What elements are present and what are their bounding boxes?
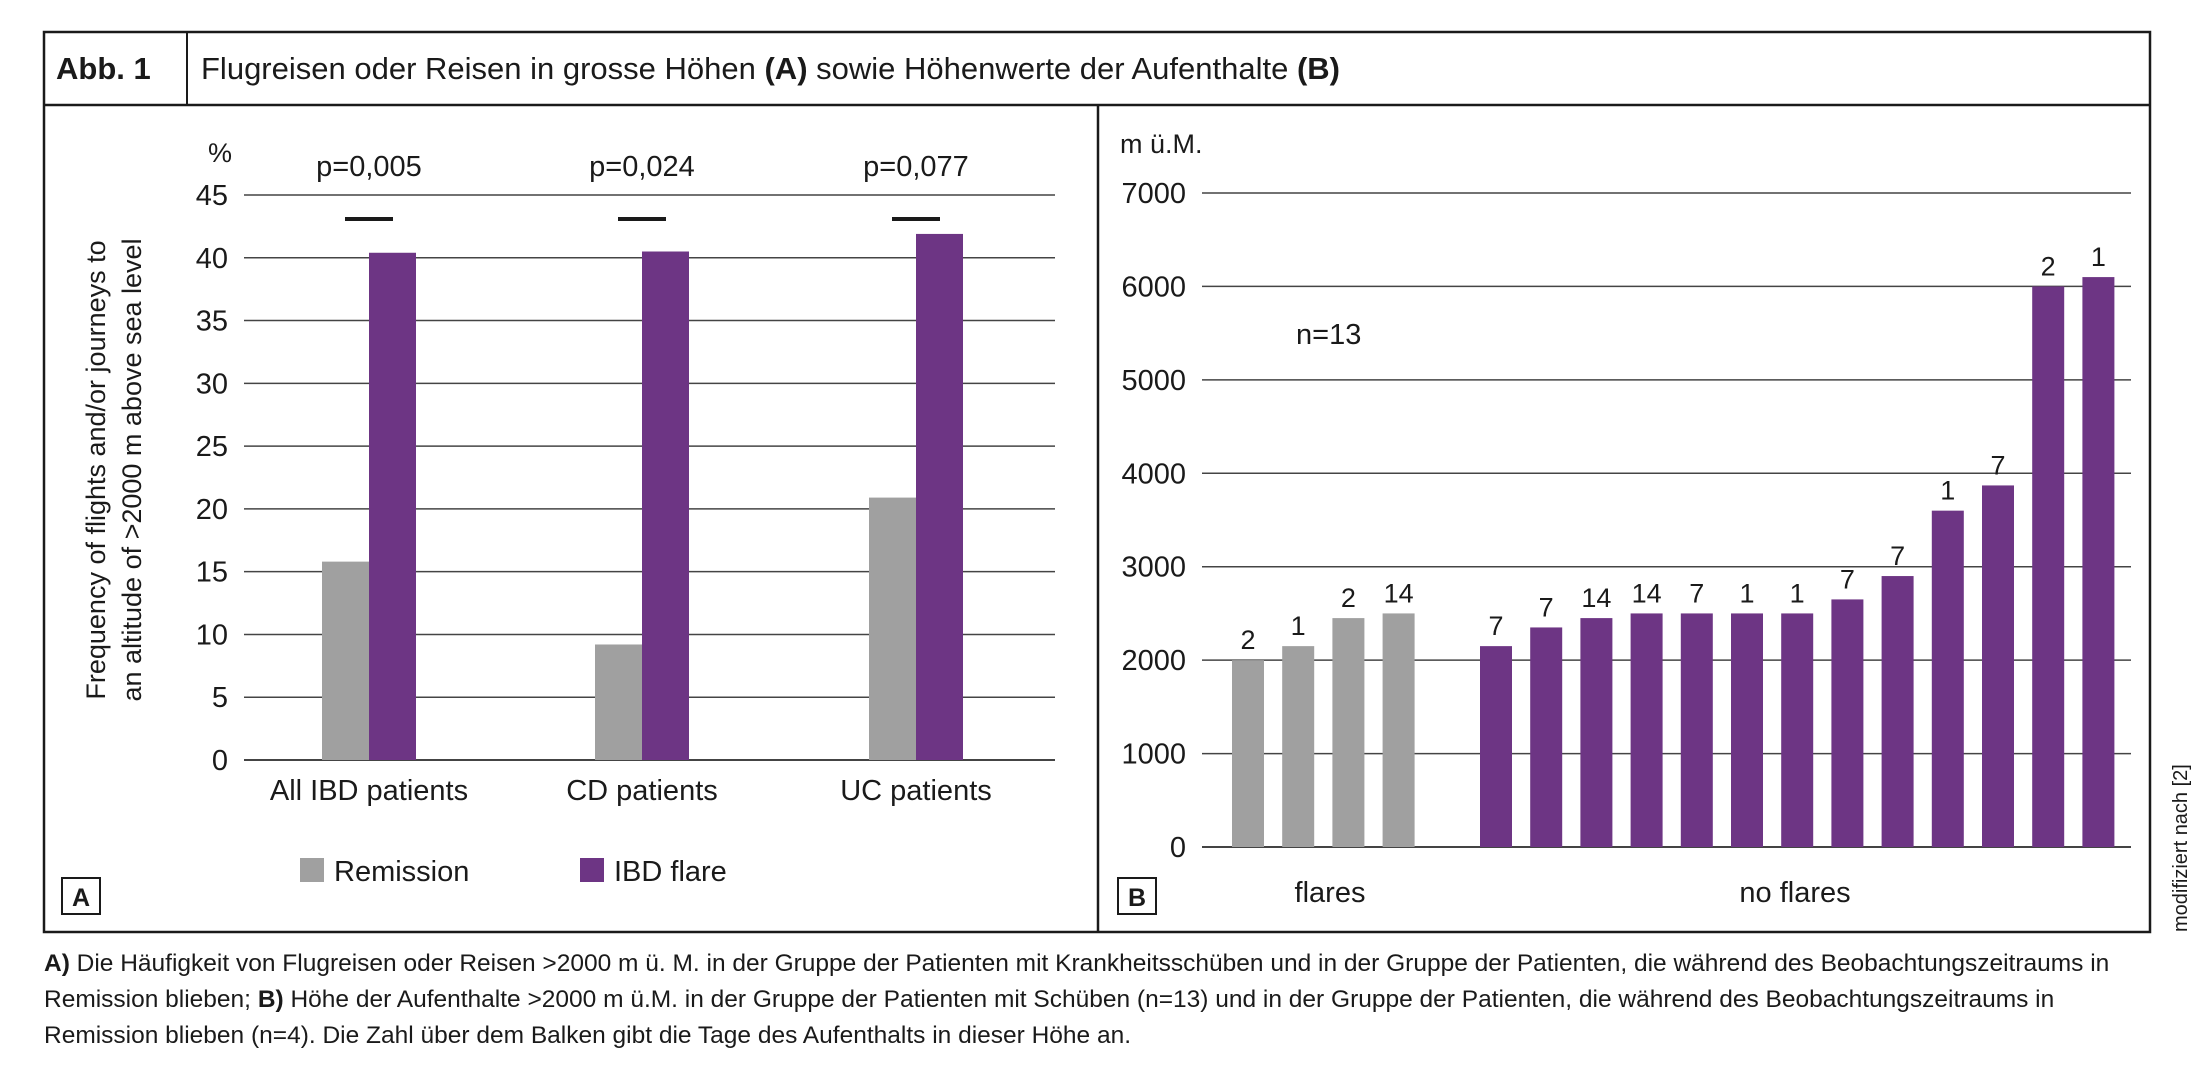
panel-a-ytick-label: 25 [196,431,228,463]
panel-a-ytick-label: 10 [196,619,228,651]
legend-flare-label: IBD flare [614,856,727,888]
panel-a-ytick-label: 45 [196,180,228,212]
caption-a-text: Die Häufigkeit von Flugreisen oder Reise… [44,950,2110,1013]
panel-b-bar-days-label: 7 [1990,450,2005,480]
panel-a-ytick-label: 30 [196,368,228,400]
panel-b-bar-flares [1332,618,1365,847]
panel-b-bar-no-flares [1781,613,1814,847]
panel-b-bar-no-flares [2082,277,2115,848]
title-part-1: Flugreisen oder Reisen in grosse Höhen [201,51,764,86]
panel-a-ytick-label: 5 [212,682,228,714]
panel-a-yunit: % [208,138,232,168]
panel-a-category-label: All IBD patients [270,775,468,807]
panel-b-ytick-label: 0 [1170,832,1186,864]
panel-b-group-label: flares [1295,877,1366,909]
panel-a-p-value: p=0,024 [589,151,695,183]
panel-b-bar-days-label: 1 [1790,578,1805,608]
panel-a-category-label: UC patients [840,775,992,807]
panel-b-badge-label: B [1128,884,1146,912]
panel-b-bar-days-label: 7 [1689,578,1704,608]
panel-a-chart: 0 5 10 15 20 25 30 35 40 45 All IBD patients p=0,00… [196,151,1055,807]
title-a: (A) [764,51,807,86]
panel-b-bar-days-label: 2 [2041,251,2056,281]
panel-a-bar-flare [369,252,416,760]
panel-a-bar-remission [595,644,642,760]
panel-a-bar-flare [916,233,963,760]
side-note: modifiziert nach [2] [2170,764,2192,932]
panel-a-ytick-label: 35 [196,306,228,338]
panel-b-bar-days-label: 1 [1739,578,1754,608]
panel-b-ytick-label: 4000 [1121,458,1186,490]
panel-b-bar-no-flares [1881,576,1914,847]
panel-a-ytick-label: 15 [196,557,228,589]
panel-b-bar-days-label: 1 [2091,242,2106,272]
panel-a-ytick-label: 40 [196,243,228,275]
caption-b-label: B) [257,986,284,1013]
title-part-2: sowie Höhenwerte der Aufenthalte [808,51,1297,86]
panel-b-bar-days-label: 2 [1240,625,1255,655]
panel-b-ytick-label: 7000 [1121,178,1186,210]
panel-b-bar-flares [1282,646,1315,847]
panel-b-bar-no-flares [1731,613,1763,847]
panel-b-chart: 0 1000 2000 3000 4000 5000 6000 7000 2 1 2 14 flares… [1121,178,2131,909]
panel-b-group-label: no flares [1739,877,1850,909]
panel-b-bar-flares [1382,613,1415,847]
panel-b-ytick-label: 5000 [1121,365,1186,397]
panel-b-bar-days-label: 7 [1488,611,1503,641]
panel-a-badge-label: A [72,884,90,912]
panel-b-bar-days-label: 14 [1384,578,1414,608]
panel-a-ytick-label: 20 [196,494,228,526]
panel-a-p-value: p=0,005 [316,151,422,183]
panel-b-badge [1117,877,1157,915]
legend-remission-swatch [300,858,324,882]
panel-b-ytick-label: 6000 [1121,271,1186,303]
panel-b-ytick-label: 3000 [1121,552,1186,584]
panel-b-bar-no-flares [2032,286,2065,847]
panel-b-bar-no-flares [1480,646,1512,847]
panel-b-yunit: m ü.M. [1120,129,1203,159]
panel-a-ylabel-line-1: Frequency of flights and/or journeys to [81,240,111,699]
panel-a-ylabel-line-2: an altitude of >2000 m above sea level [117,238,147,701]
panel-b-note: n=13 [1296,319,1361,351]
title-b: (B) [1297,51,1340,86]
panel-b-bar-days-label: 7 [1840,564,1855,594]
panel-a-badge [61,877,101,915]
caption-b-text: Höhe der Aufenthalte >2000 m ü.M. in der… [44,986,2055,1049]
panel-b-bar-days-label: 7 [1890,541,1905,571]
legend-remission-label: Remission [334,856,469,888]
panel-b-bar-no-flares [1680,613,1713,847]
panel-b-bar-days-label: 14 [1632,578,1662,608]
panel-b-bar-no-flares [1831,599,1864,847]
panel-b-bar-days-label: 2 [1341,583,1356,613]
figure-title: Flugreisen oder Reisen in grosse Höhen (… [201,51,1340,86]
panel-b-bar-no-flares [1931,510,1964,847]
panel-b-bar-no-flares [1580,618,1613,847]
panel-b-ytick-label: 2000 [1121,645,1186,677]
panel-a-bar-flare [642,251,689,760]
panel-a-ytick-label: 0 [212,745,228,777]
panel-b-bar-days-label: 1 [1940,476,1955,506]
panel-b-ytick-label: 1000 [1121,739,1186,771]
figure-caption: A) Die Häufigkeit von Flugreisen oder Re… [44,946,2164,1054]
panel-b-bar-days-label: 7 [1539,592,1554,622]
panel-b-bar-flares [1232,660,1264,847]
caption-a-label: A) [44,950,70,977]
panel-a-p-value: p=0,077 [863,151,969,183]
panel-a-bar-remission [322,561,369,760]
figure-label: Abb. 1 [56,51,151,86]
panel-b-bar-days-label: 14 [1581,583,1611,613]
panel-b-bar-days-label: 1 [1291,611,1306,641]
panel-b-bar-no-flares [1630,613,1663,847]
panel-b-bar-no-flares [1530,627,1563,847]
panel-a-bar-remission [869,497,916,760]
panel-b-bar-no-flares [1982,485,2014,847]
panel-a-category-label: CD patients [566,775,718,807]
legend-flare-swatch [580,858,604,882]
